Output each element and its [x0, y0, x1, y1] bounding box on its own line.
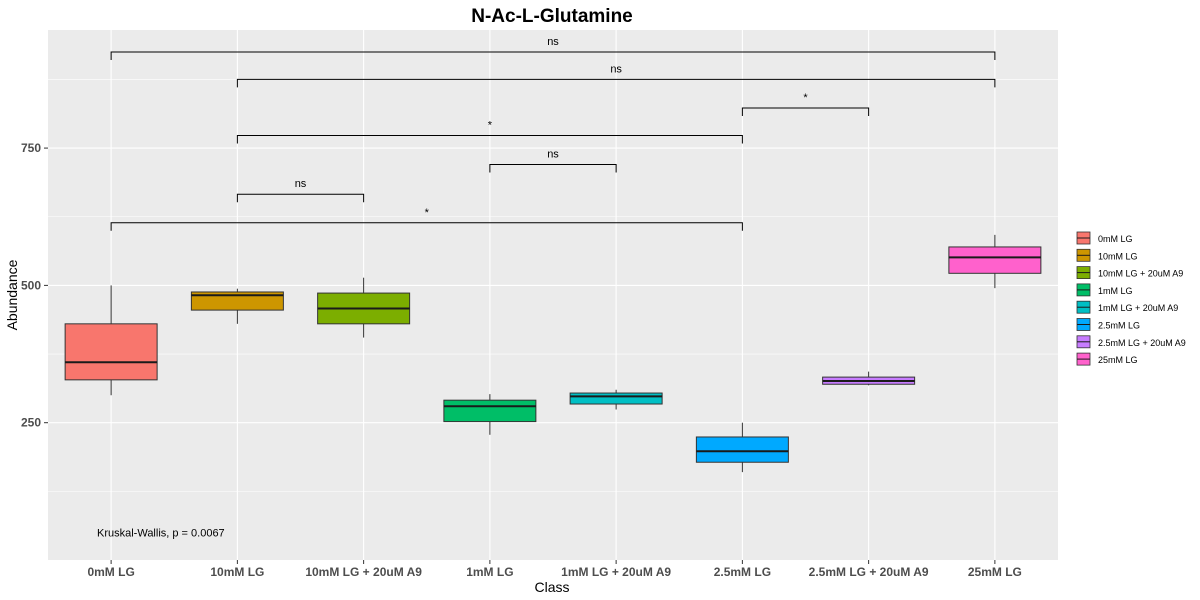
x-axis-ticks: 0mM LG 10mM LG 10mM LG + 20uM A9 1mM LG 1mM … — [87, 560, 1022, 579]
comparison-label: * — [803, 92, 808, 104]
legend-label: 1mM LG + 20uM A9 — [1098, 303, 1178, 313]
legend-label: 10mM LG + 20uM A9 — [1098, 269, 1183, 279]
comparison-label: ns — [547, 36, 559, 48]
comparison-bracket — [236, 193, 365, 203]
comparison-bracket — [236, 134, 743, 144]
x-tick-label: 0mM LG — [87, 565, 134, 579]
comparison-label: ns — [547, 149, 559, 161]
box — [190, 291, 284, 311]
legend-label: 10mM LG — [1098, 251, 1138, 261]
x-tick-label: 1mM LG + 20uM A9 — [561, 565, 671, 579]
y-tick-label: 500 — [21, 278, 41, 292]
significance-brackets: ns ns * * ns ns * — [110, 36, 996, 231]
legend-label: 2.5mM LG + 20uM A9 — [1098, 338, 1186, 348]
box — [948, 246, 1042, 274]
box — [695, 436, 789, 463]
kruskal-wallis-annotation: Kruskal-Wallis, p = 0.0067 — [97, 528, 225, 540]
comparison-bracket — [110, 51, 996, 60]
box — [64, 323, 158, 381]
legend-label: 1mM LG — [1098, 286, 1133, 296]
comparison-label: ns — [610, 63, 622, 75]
y-tick-label: 250 — [21, 416, 41, 430]
y-axis-ticks: 250 500 750 — [21, 141, 48, 430]
y-tick-label: 750 — [21, 141, 41, 155]
x-tick-label: 10mM LG + 20uM A9 — [305, 565, 422, 579]
legend-label: 25mM LG — [1098, 355, 1138, 365]
comparison-bracket — [110, 222, 743, 231]
legend: 0mM LG 10mM LG 10mM LG + 20uM A9 1mM LG 1mM … — [1076, 231, 1186, 366]
chart-title: N-Ac-L-Glutamine — [471, 6, 633, 27]
box — [569, 392, 663, 405]
x-tick-label: 25mM LG — [968, 565, 1022, 579]
box-series — [64, 234, 1042, 473]
comparison-bracket — [489, 164, 617, 173]
legend-label: 2.5mM LG — [1098, 321, 1140, 331]
comparison-label: ns — [295, 178, 307, 190]
comparison-label: * — [488, 119, 493, 131]
comparison-bracket — [236, 78, 996, 88]
x-tick-label: 2.5mM LG — [714, 565, 771, 579]
x-tick-label: 2.5mM LG + 20uM A9 — [809, 565, 929, 579]
box — [443, 399, 537, 423]
x-tick-label: 1mM LG — [466, 565, 513, 579]
y-axis-title: Abundance — [4, 259, 20, 330]
legend-label: 0mM LG — [1098, 234, 1133, 244]
comparison-label: * — [425, 207, 430, 219]
x-axis-title: Class — [534, 579, 569, 595]
comparison-bracket — [741, 107, 870, 116]
x-tick-label: 10mM LG — [210, 565, 264, 579]
